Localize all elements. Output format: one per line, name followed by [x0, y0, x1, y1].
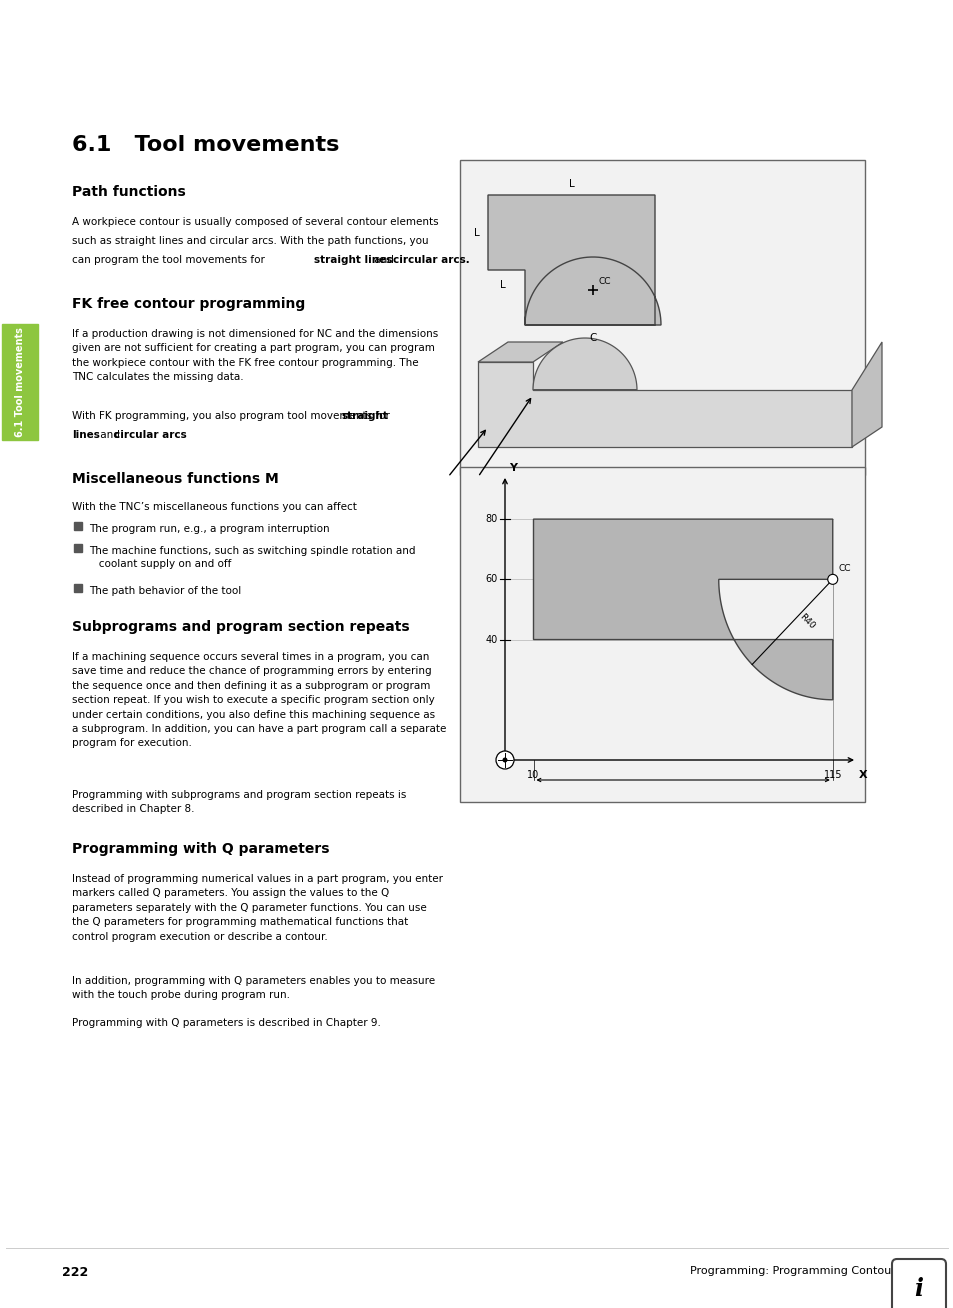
Text: 80: 80: [485, 514, 497, 525]
Text: Miscellaneous functions M: Miscellaneous functions M: [71, 472, 278, 487]
Text: The program run, e.g., a program interruption: The program run, e.g., a program interru…: [89, 525, 330, 534]
Text: 6.1   Tool movements: 6.1 Tool movements: [71, 135, 339, 156]
Bar: [74, 583, 81, 591]
Text: and: and: [97, 430, 123, 439]
Text: i: i: [914, 1277, 923, 1301]
Text: The machine functions, such as switching spindle rotation and
   coolant supply : The machine functions, such as switching…: [89, 545, 416, 569]
Text: 115: 115: [822, 770, 841, 780]
Text: The path behavior of the tool: The path behavior of the tool: [89, 586, 241, 596]
Text: Subprograms and program section repeats: Subprograms and program section repeats: [71, 620, 409, 634]
Text: Path functions: Path functions: [71, 184, 186, 199]
Text: 60: 60: [485, 574, 497, 585]
Text: can program the tool movements for: can program the tool movements for: [71, 255, 268, 266]
Text: and: and: [371, 255, 396, 266]
Circle shape: [502, 757, 507, 763]
Circle shape: [496, 751, 514, 769]
Text: FK free contour programming: FK free contour programming: [71, 297, 305, 311]
Text: Instead of programming numerical values in a part program, you enter
markers cal: Instead of programming numerical values …: [71, 874, 442, 942]
Text: CC: CC: [598, 277, 611, 286]
Text: With FK programming, you also program tool movements for: With FK programming, you also program to…: [71, 411, 393, 421]
Text: such as straight lines and circular arcs. With the path functions, you: such as straight lines and circular arcs…: [71, 235, 428, 246]
Polygon shape: [488, 195, 660, 324]
Bar: [2, 324, 38, 439]
Text: L: L: [499, 280, 505, 290]
Text: R40: R40: [797, 612, 816, 632]
Polygon shape: [477, 341, 562, 362]
Text: Programming with Q parameters is described in Chapter 9.: Programming with Q parameters is describ…: [71, 1018, 380, 1028]
Bar: [74, 522, 81, 530]
Text: lines: lines: [71, 430, 100, 439]
Text: Y: Y: [509, 463, 517, 473]
Polygon shape: [533, 337, 637, 390]
Text: straight: straight: [341, 411, 389, 421]
Polygon shape: [851, 341, 882, 447]
Text: X: X: [858, 770, 866, 780]
Text: circular arcs: circular arcs: [113, 430, 187, 439]
Text: Programming: Programming Contours: Programming: Programming Contours: [690, 1266, 901, 1277]
Text: If a machining sequence occurs several times in a program, you can
save time and: If a machining sequence occurs several t…: [71, 651, 446, 748]
Text: C: C: [589, 334, 596, 343]
Text: With the TNC’s miscellaneous functions you can affect: With the TNC’s miscellaneous functions y…: [71, 502, 356, 511]
Text: A workpiece contour is usually composed of several contour elements: A workpiece contour is usually composed …: [71, 217, 438, 228]
Circle shape: [827, 574, 837, 585]
Text: L: L: [568, 179, 574, 188]
Text: 40: 40: [485, 634, 497, 645]
Text: CC: CC: [838, 564, 850, 573]
Text: 10: 10: [527, 770, 539, 780]
FancyBboxPatch shape: [891, 1260, 945, 1308]
Bar: [74, 544, 81, 552]
Text: straight lines: straight lines: [314, 255, 392, 266]
Text: 6.1 Tool movements: 6.1 Tool movements: [15, 327, 25, 437]
Text: If a production drawing is not dimensioned for NC and the dimensions
given are n: If a production drawing is not dimension…: [71, 330, 437, 382]
Text: 222: 222: [62, 1266, 89, 1279]
Bar: [459, 467, 864, 802]
Text: circular arcs.: circular arcs.: [393, 255, 469, 266]
Text: Programming with subprograms and program section repeats is
described in Chapter: Programming with subprograms and program…: [71, 790, 406, 815]
Polygon shape: [533, 519, 832, 700]
Bar: [459, 160, 864, 475]
Polygon shape: [477, 362, 851, 447]
Text: L: L: [474, 228, 479, 238]
Text: In addition, programming with Q parameters enables you to measure
with the touch: In addition, programming with Q paramete…: [71, 976, 435, 1001]
Text: Programming with Q parameters: Programming with Q parameters: [71, 842, 329, 855]
